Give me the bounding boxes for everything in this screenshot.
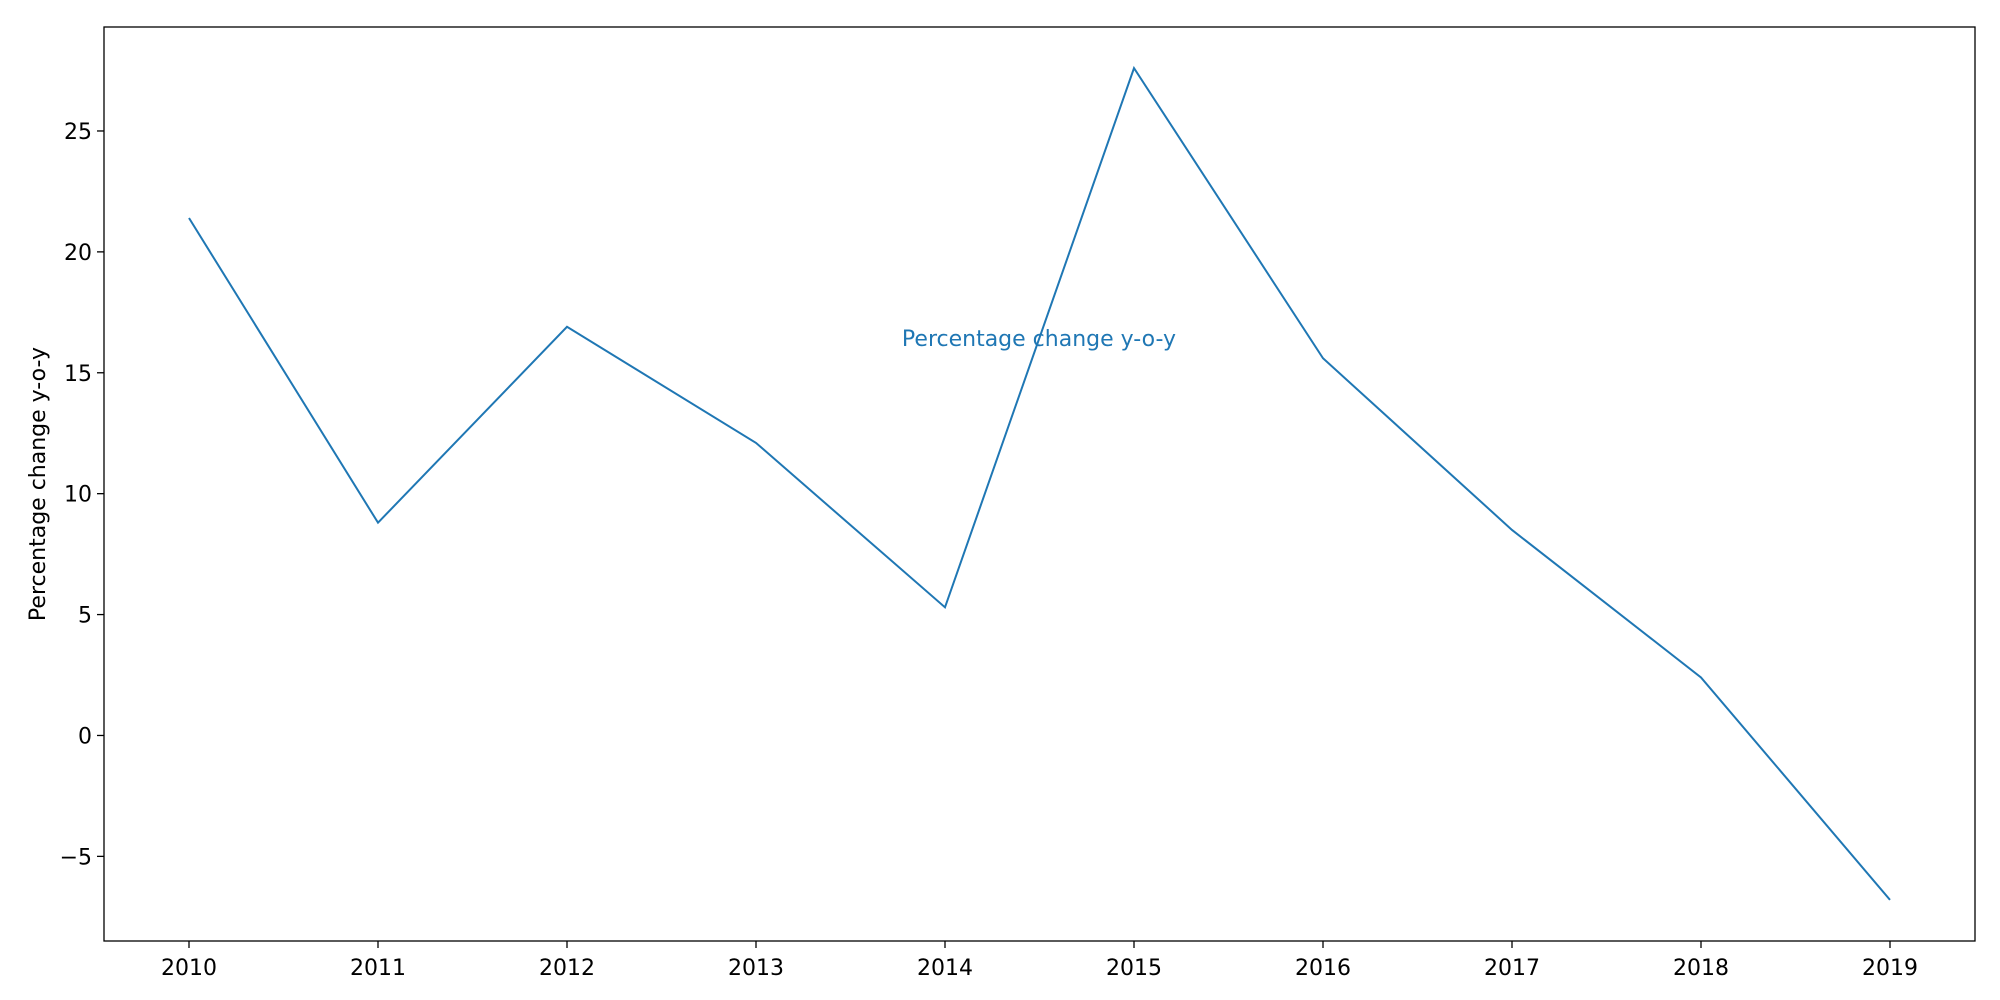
y-tick-label: 20	[64, 241, 92, 266]
y-tick-label: 10	[64, 483, 92, 508]
x-tick-label: 2012	[539, 956, 595, 981]
series-line	[188, 65, 1891, 901]
x-tick-label: 2019	[1862, 956, 1918, 981]
x-tick-label: 2010	[161, 956, 217, 981]
y-tick-label: 25	[64, 120, 92, 145]
y-tick-label: 15	[64, 362, 92, 387]
x-tick-label: 2017	[1484, 956, 1540, 981]
y-axis-ticks: −5 0 5 10 15 20 25	[60, 120, 104, 870]
chart-annotation: Percentage change y-o-y	[902, 327, 1176, 352]
plot-area-frame	[103, 26, 1976, 942]
x-tick-label: 2013	[728, 956, 784, 981]
y-tick-label: 5	[78, 604, 92, 629]
x-tick-label: 2015	[1106, 956, 1162, 981]
x-tick-label: 2016	[1295, 956, 1351, 981]
y-axis-label: Percentage change y-o-y	[26, 347, 51, 621]
y-tick-label: −5	[60, 845, 92, 870]
x-axis-ticks: 2010 2011 2012 2013 2014 2015 2016 2017 2018 2019	[161, 941, 1918, 981]
x-tick-label: 2011	[350, 956, 406, 981]
x-tick-label: 2018	[1673, 956, 1729, 981]
y-tick-label: 0	[78, 724, 92, 749]
x-tick-label: 2014	[917, 956, 973, 981]
